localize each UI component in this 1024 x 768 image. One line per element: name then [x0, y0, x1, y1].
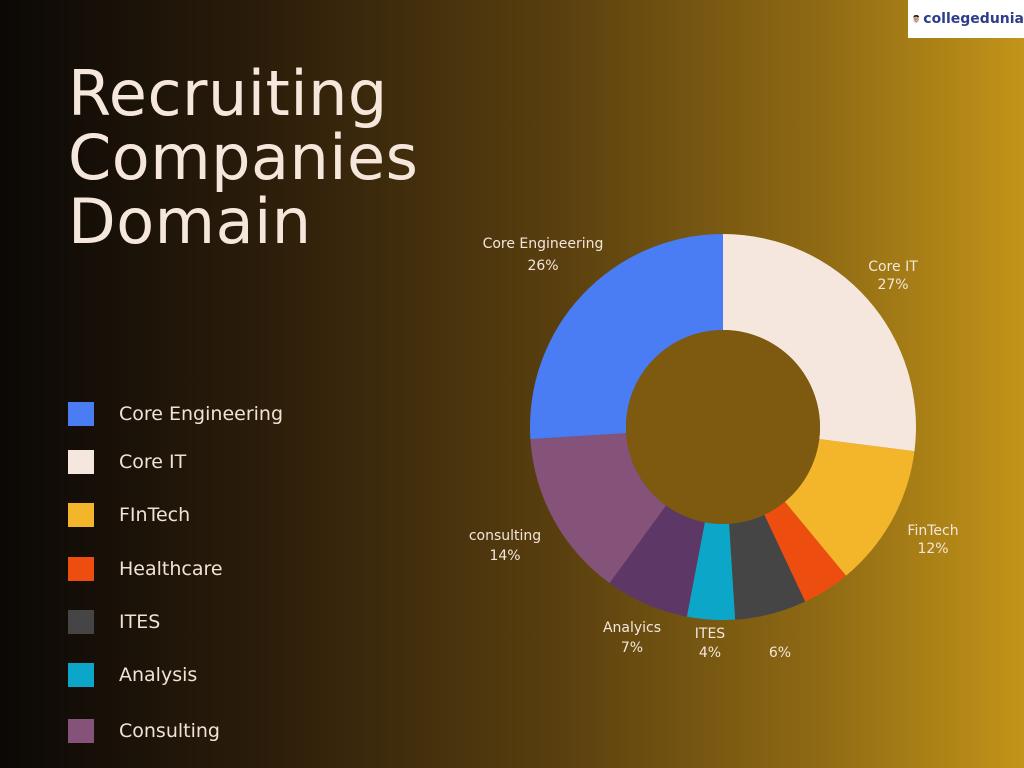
- slice-label-core-engineering: Core Engineering: [483, 236, 604, 252]
- legend-swatch: [68, 719, 94, 743]
- title-line-1: Recruiting: [68, 57, 388, 130]
- slice-ites: [686, 522, 736, 620]
- slice-consulting: [530, 433, 666, 584]
- legend-item-analysis: Analysis: [68, 663, 328, 687]
- slice-value-analyics: 7%: [621, 640, 643, 656]
- legend-swatch: [68, 610, 94, 634]
- legend-label: Analysis: [119, 664, 198, 686]
- legend-swatch: [68, 557, 94, 581]
- slice-value-core-it: 27%: [877, 277, 908, 293]
- slice-label-analyics: Analyics: [603, 620, 661, 636]
- legend-swatch: [68, 450, 94, 474]
- slice-value-ites: 4%: [699, 645, 721, 661]
- donut-hole: [626, 330, 820, 524]
- slice-label-core-it: Core IT: [868, 259, 918, 275]
- logo-text: collegedunia: [923, 11, 1024, 27]
- slice-label-ites: ITES: [695, 626, 726, 642]
- legend-item-consulting: Consulting: [68, 719, 328, 743]
- legend-label: Core Engineering: [119, 403, 284, 425]
- legend-swatch: [68, 402, 94, 426]
- legend-label: FInTech: [119, 504, 191, 526]
- slice-label-fintech: FinTech: [907, 523, 958, 539]
- title-line-3: Domain: [68, 185, 312, 258]
- slice-core-engineering: [530, 234, 723, 440]
- slice-value-6: [729, 514, 806, 620]
- legend-item-healthcare: Healthcare: [68, 557, 328, 581]
- mascot-face-icon: [913, 15, 920, 23]
- slice-healthcare: [764, 501, 847, 602]
- slice-label-consulting: consulting: [469, 528, 541, 544]
- legend-swatch: [68, 663, 94, 687]
- slice-value-core-engineering: 26%: [527, 258, 558, 274]
- page-title: Recruiting Companies Domain: [68, 62, 418, 254]
- legend-label: ITES: [119, 611, 161, 633]
- slice-fintech: [784, 439, 915, 576]
- slice-core-it: [723, 234, 917, 452]
- slice-analyics: [609, 505, 705, 617]
- legend-item-fintech: FInTech: [68, 503, 328, 527]
- legend-swatch: [68, 503, 94, 527]
- legend-label: Core IT: [119, 451, 187, 473]
- legend-item-core-it: Core IT: [68, 450, 328, 474]
- legend-item-ites: ITES: [68, 610, 328, 634]
- slice-value-fintech: 12%: [917, 541, 948, 557]
- legend-item-core-engineering: Core Engineering: [68, 402, 328, 426]
- legend-label: Consulting: [119, 720, 220, 742]
- slice-value-consulting: 14%: [489, 548, 520, 564]
- title-line-2: Companies: [68, 121, 419, 194]
- legend-label: Healthcare: [119, 558, 223, 580]
- slice-value-unlabeled: 6%: [769, 645, 791, 661]
- collegedunia-logo[interactable]: collegedunia: [908, 0, 1024, 38]
